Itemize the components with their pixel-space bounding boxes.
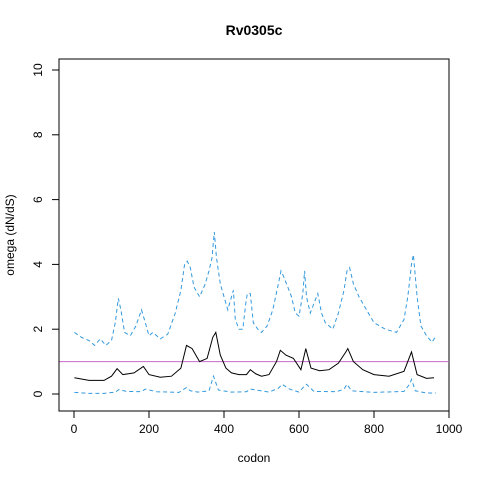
- series-line-upper: [74, 231, 437, 347]
- x-tick-label: 800: [364, 422, 384, 436]
- y-tick-label: 0: [31, 390, 45, 397]
- y-tick-label: 2: [31, 326, 45, 333]
- x-tick-label: 200: [139, 422, 159, 436]
- x-tick-label: 0: [71, 422, 78, 436]
- y-tick-label: 8: [31, 131, 45, 138]
- x-axis: 0 200 400 600 800 1000: [71, 410, 463, 436]
- series-line-estimate: [74, 331, 435, 381]
- series-group: [74, 231, 437, 394]
- y-tick-label: 4: [31, 261, 45, 268]
- plot-frame: [58, 58, 450, 412]
- y-tick-label: 10: [31, 63, 45, 77]
- x-tick-label: 400: [214, 422, 234, 436]
- x-axis-label: codon: [238, 451, 271, 465]
- y-axis: 0 2 4 6 8 10: [31, 63, 60, 397]
- x-tick-label: 1000: [436, 422, 463, 436]
- y-tick-label: 6: [31, 196, 45, 203]
- x-tick-label: 600: [289, 422, 309, 436]
- series-line-lower: [74, 374, 436, 394]
- chart-title: Rv0305c: [226, 22, 283, 38]
- y-axis-label: omega (dN/dS): [3, 194, 17, 275]
